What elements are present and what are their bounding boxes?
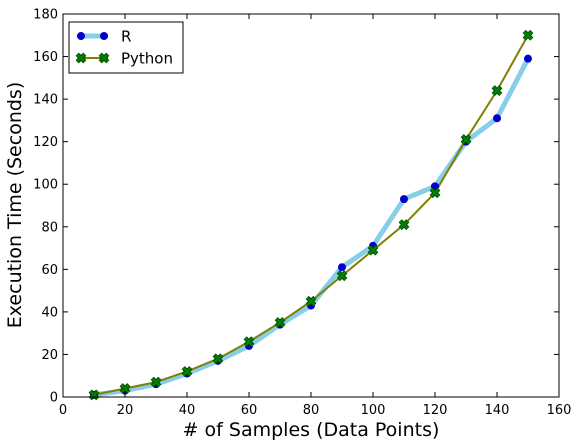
y-tick-label-140: 140 [33, 93, 58, 108]
x-tick-label-40: 40 [179, 403, 196, 418]
series-markers [88, 29, 534, 401]
y-tick-label-120: 120 [33, 135, 58, 150]
y-axis-title: Execution Time (Seconds) [4, 82, 26, 328]
data-point-python-30 [150, 376, 162, 388]
data-point-python-140 [491, 85, 503, 96]
x-tick-label-80: 80 [303, 403, 320, 418]
legend-label-r: R [121, 28, 131, 46]
data-point-r-140 [492, 114, 501, 123]
data-point-python-70 [274, 317, 286, 328]
data-point-python-60 [243, 336, 255, 348]
data-point-python-80 [305, 295, 317, 307]
legend-label-python: Python [121, 50, 173, 68]
data-point-python-150 [522, 29, 534, 41]
legend-marker-end-r [100, 32, 109, 41]
data-point-python-110 [398, 219, 410, 231]
legend-marker-end-python [98, 52, 110, 64]
data-point-python-20 [119, 383, 131, 394]
y-tick-label-80: 80 [41, 220, 58, 235]
x-tick-label-0: 0 [59, 403, 67, 418]
x-tick-label-60: 60 [241, 403, 258, 418]
legend-marker-start-r [77, 32, 86, 41]
y-tick-label-60: 60 [41, 263, 58, 278]
x-tick-label-100: 100 [361, 403, 386, 418]
data-point-python-130 [460, 134, 472, 145]
axis-ticks [62, 13, 560, 398]
legend-marker-start-python [75, 52, 87, 64]
data-point-python-100 [367, 244, 379, 256]
x-axis-title: # of Samples (Data Points) [183, 419, 440, 441]
legend-box [68, 21, 184, 74]
legend-items: R Python [75, 28, 173, 68]
x-tick-label-160: 160 [547, 403, 572, 418]
data-point-python-10 [88, 389, 100, 401]
y-tick-label-180: 180 [33, 8, 58, 23]
x-tick-label-120: 120 [423, 403, 448, 418]
data-point-python-40 [181, 366, 193, 377]
data-point-r-150 [524, 54, 533, 63]
data-point-python-120 [429, 187, 441, 199]
x-tick-label-20: 20 [117, 403, 134, 418]
data-point-r-90 [337, 263, 346, 272]
y-tick-label-20: 20 [41, 348, 58, 363]
legend: R Python [68, 21, 184, 74]
y-tick-label-0: 0 [50, 391, 58, 406]
data-point-python-50 [212, 353, 224, 365]
x-tick-label-140: 140 [485, 403, 510, 418]
y-tick-label-160: 160 [33, 50, 58, 65]
data-point-r-110 [399, 195, 408, 204]
y-tick-label-100: 100 [33, 178, 58, 193]
data-point-python-90 [336, 270, 348, 282]
axis-tick-labels: 0 20 40 60 80 100 120 140 160 0 20 40 60 80 100 120 140 1… [33, 8, 571, 419]
y-tick-label-40: 40 [41, 305, 58, 320]
